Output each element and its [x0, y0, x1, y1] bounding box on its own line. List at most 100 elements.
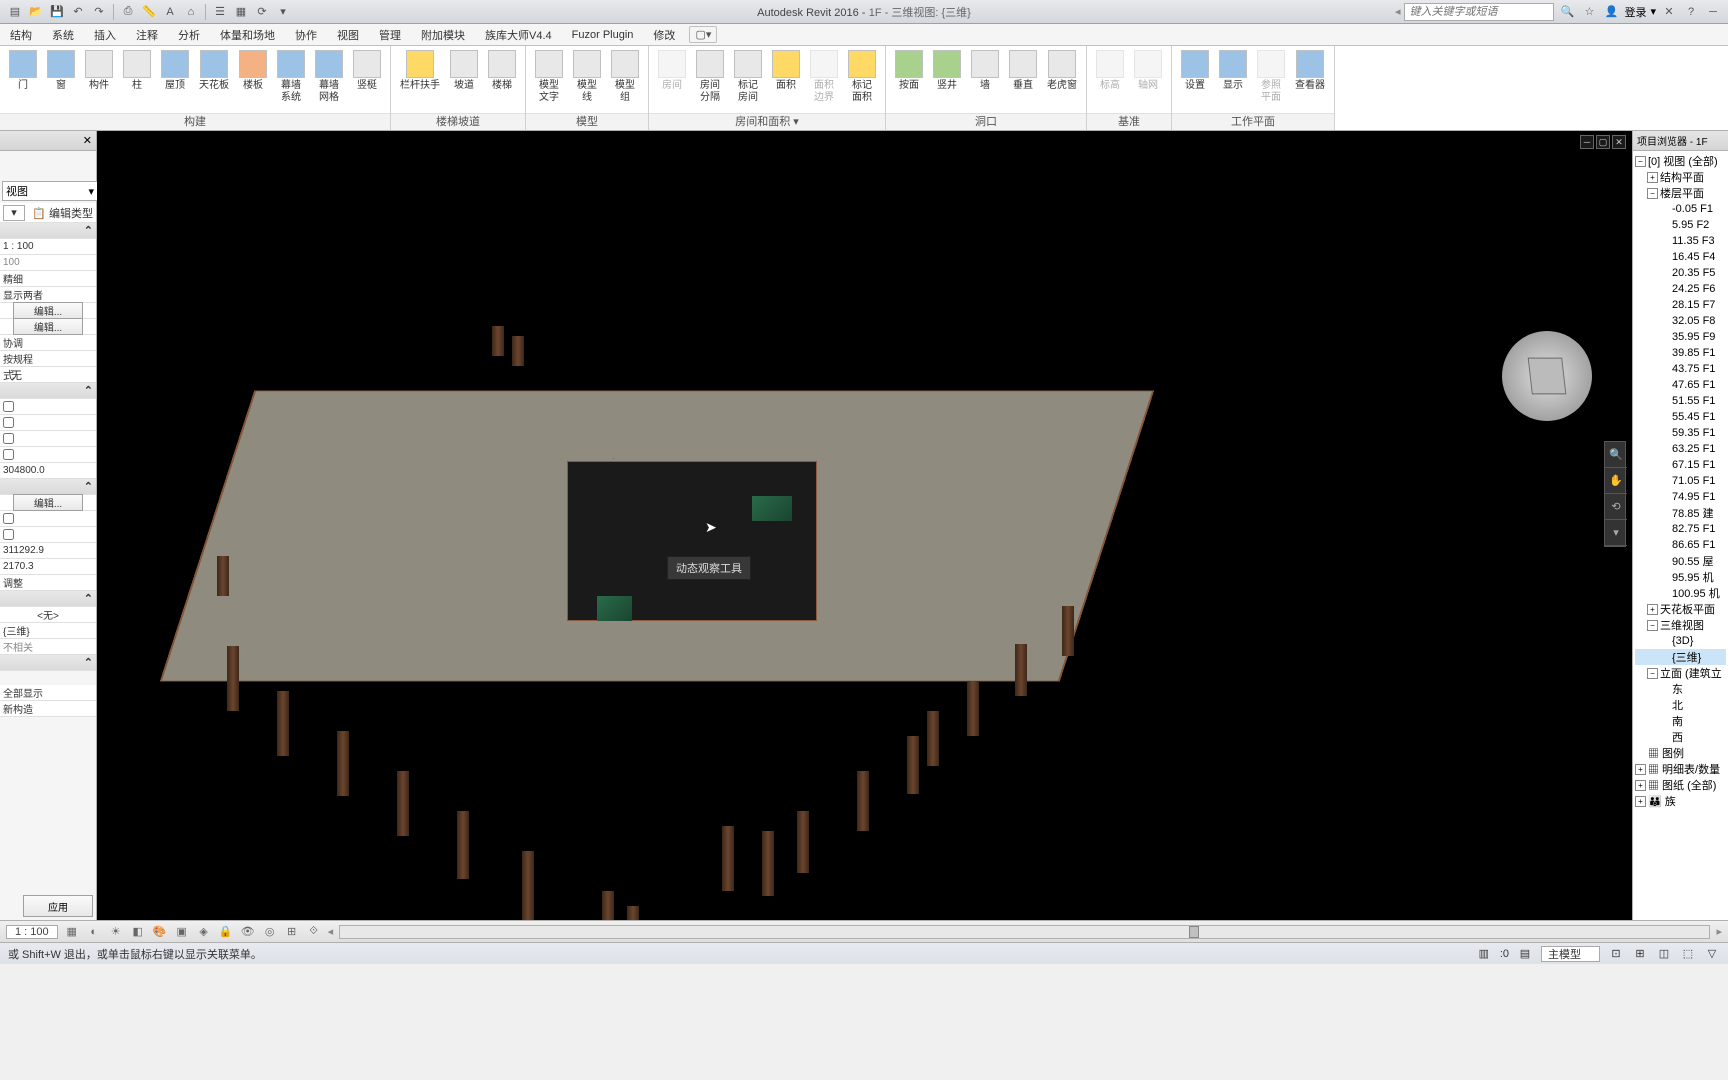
sb-icon-3[interactable]: ◫: [1656, 946, 1672, 962]
display-field[interactable]: 显示两者: [0, 287, 96, 303]
scroll-bar[interactable]: [339, 925, 1710, 939]
tree-node[interactable]: 67.15 F1: [1635, 457, 1726, 473]
window-icon[interactable]: ▦: [232, 3, 250, 21]
scale-field[interactable]: 1 : 100: [0, 239, 96, 255]
save-icon[interactable]: 💾: [48, 3, 66, 21]
apply-button[interactable]: 应用: [23, 895, 93, 917]
props-group-header-2[interactable]: ⌃: [0, 383, 96, 399]
login-link[interactable]: 登录: [1624, 4, 1646, 20]
tree-node[interactable]: 32.05 F8: [1635, 313, 1726, 329]
ribbon-楼梯[interactable]: 楼梯: [483, 48, 521, 94]
edit-button-3[interactable]: 编辑...: [13, 494, 83, 511]
view-type-select[interactable]: 视图▾: [2, 181, 98, 201]
check-1[interactable]: [3, 401, 14, 412]
reveal-icon[interactable]: ◎: [262, 924, 278, 940]
constraint-icon[interactable]: ⊞: [284, 924, 300, 940]
tree-node[interactable]: 95.95 机: [1635, 569, 1726, 585]
tree-node[interactable]: +👪 族: [1635, 793, 1726, 809]
none-field[interactable]: <无>: [0, 607, 96, 623]
ribbon-房间分隔[interactable]: 房间分隔: [691, 48, 729, 106]
viewport-3d[interactable]: ─ ▢ ✕: [97, 131, 1632, 920]
tree-node[interactable]: +结构平面: [1635, 169, 1726, 185]
viewcube[interactable]: [1502, 331, 1592, 421]
model-selector[interactable]: 主模型: [1541, 946, 1600, 962]
star-icon[interactable]: ☆: [1580, 3, 1598, 21]
edit-button[interactable]: 编辑...: [13, 302, 83, 319]
visual-style-icon[interactable]: ◐: [86, 924, 102, 940]
ribbon-模型文字[interactable]: 模型文字: [530, 48, 568, 106]
tree-node[interactable]: 16.45 F4: [1635, 249, 1726, 265]
search-input[interactable]: [1404, 3, 1554, 21]
tree-node[interactable]: −立面 (建筑立: [1635, 665, 1726, 681]
tab-插入[interactable]: 插入: [84, 24, 126, 45]
tree-node[interactable]: 55.45 F1: [1635, 409, 1726, 425]
tree-node[interactable]: 86.65 F1: [1635, 537, 1726, 553]
ribbon-模型线[interactable]: 模型线: [568, 48, 606, 106]
render-icon[interactable]: 🎨: [152, 924, 168, 940]
tree-node[interactable]: 74.95 F1: [1635, 489, 1726, 505]
ribbon-门[interactable]: 门: [4, 48, 42, 94]
props-group-header-3[interactable]: ⌃: [0, 479, 96, 495]
view-minimize-icon[interactable]: ─: [1580, 135, 1594, 149]
ribbon-竖井[interactable]: 竖井: [928, 48, 966, 94]
orbit-icon[interactable]: ⟲: [1605, 494, 1627, 520]
tree-node[interactable]: −楼层平面: [1635, 185, 1726, 201]
crop-show-icon[interactable]: ◈: [196, 924, 212, 940]
newbuild-field[interactable]: 新构造: [0, 701, 96, 717]
tree-node[interactable]: 20.35 F5: [1635, 265, 1726, 281]
showall-field[interactable]: 全部显示: [0, 685, 96, 701]
tree-node[interactable]: 北: [1635, 697, 1726, 713]
tree-node[interactable]: 35.95 F9: [1635, 329, 1726, 345]
tree-node[interactable]: 东: [1635, 681, 1726, 697]
tab-协作[interactable]: 协作: [285, 24, 327, 45]
sb-icon-4[interactable]: ⬚: [1680, 946, 1696, 962]
tree-node[interactable]: +▦ 图纸 (全部): [1635, 777, 1726, 793]
scale-selector[interactable]: 1 : 100: [6, 925, 58, 939]
ribbon-天花板[interactable]: 天花板: [194, 48, 234, 94]
ribbon-expand-icon[interactable]: ▢▾: [689, 26, 717, 43]
ribbon-墙[interactable]: 墙: [966, 48, 1004, 94]
tree-node[interactable]: −[0] 视图 (全部): [1635, 153, 1726, 169]
lock-icon[interactable]: 🔒: [218, 924, 234, 940]
tree-node[interactable]: 71.05 F1: [1635, 473, 1726, 489]
measure-icon[interactable]: 📏: [140, 3, 158, 21]
adjust-field[interactable]: 调整: [0, 575, 96, 591]
tree-node[interactable]: {三维}: [1635, 649, 1726, 665]
tab-Fuzor Plugin[interactable]: Fuzor Plugin: [562, 24, 644, 45]
ribbon-幕墙系统[interactable]: 幕墙系统: [272, 48, 310, 106]
edit-type-button[interactable]: 📋 编辑类型: [32, 205, 93, 221]
search-icon[interactable]: 🔍: [1558, 3, 1576, 21]
app-menu-icon[interactable]: ▤: [6, 3, 24, 21]
num-field-1[interactable]: 304800.0: [0, 463, 96, 479]
ribbon-老虎窗[interactable]: 老虎窗: [1042, 48, 1082, 94]
redo-icon[interactable]: ↷: [90, 3, 108, 21]
ribbon-窗[interactable]: 窗: [42, 48, 80, 94]
panel-close-icon[interactable]: ✕: [0, 131, 96, 151]
props-group-header-4[interactable]: ⌃: [0, 591, 96, 607]
ribbon-竖梃[interactable]: 竖梃: [348, 48, 386, 94]
pan-icon[interactable]: ✋: [1605, 468, 1627, 494]
select-icon[interactable]: ▥: [1476, 946, 1492, 962]
tree-node[interactable]: −三维视图: [1635, 617, 1726, 633]
num-field-2[interactable]: 311292.9: [0, 543, 96, 559]
view-maximize-icon[interactable]: ▢: [1596, 135, 1610, 149]
tree-node[interactable]: 5.95 F2: [1635, 217, 1726, 233]
tree-node[interactable]: 43.75 F1: [1635, 361, 1726, 377]
tree-node[interactable]: +▦ 明细表/数量: [1635, 761, 1726, 777]
exchange-icon[interactable]: ✕: [1660, 3, 1678, 21]
tab-附加模块[interactable]: 附加模块: [411, 24, 475, 45]
tree-node[interactable]: 51.55 F1: [1635, 393, 1726, 409]
shadow-icon[interactable]: ◧: [130, 924, 146, 940]
tab-结构[interactable]: 结构: [0, 24, 42, 45]
tree-node[interactable]: 59.35 F1: [1635, 425, 1726, 441]
detail-field[interactable]: 精细: [0, 271, 96, 287]
dropdown-icon[interactable]: ▾: [274, 3, 292, 21]
text-icon[interactable]: A: [161, 3, 179, 21]
ribbon-构件[interactable]: 构件: [80, 48, 118, 94]
tree-node[interactable]: 78.85 建: [1635, 505, 1726, 521]
tree-node[interactable]: 90.55 屋: [1635, 553, 1726, 569]
undo-icon[interactable]: ↶: [69, 3, 87, 21]
coord-field[interactable]: 协调: [0, 335, 96, 351]
browser-tree[interactable]: −[0] 视图 (全部)+结构平面−楼层平面-0.05 F15.95 F211.…: [1633, 151, 1728, 920]
open-icon[interactable]: 📂: [27, 3, 45, 21]
